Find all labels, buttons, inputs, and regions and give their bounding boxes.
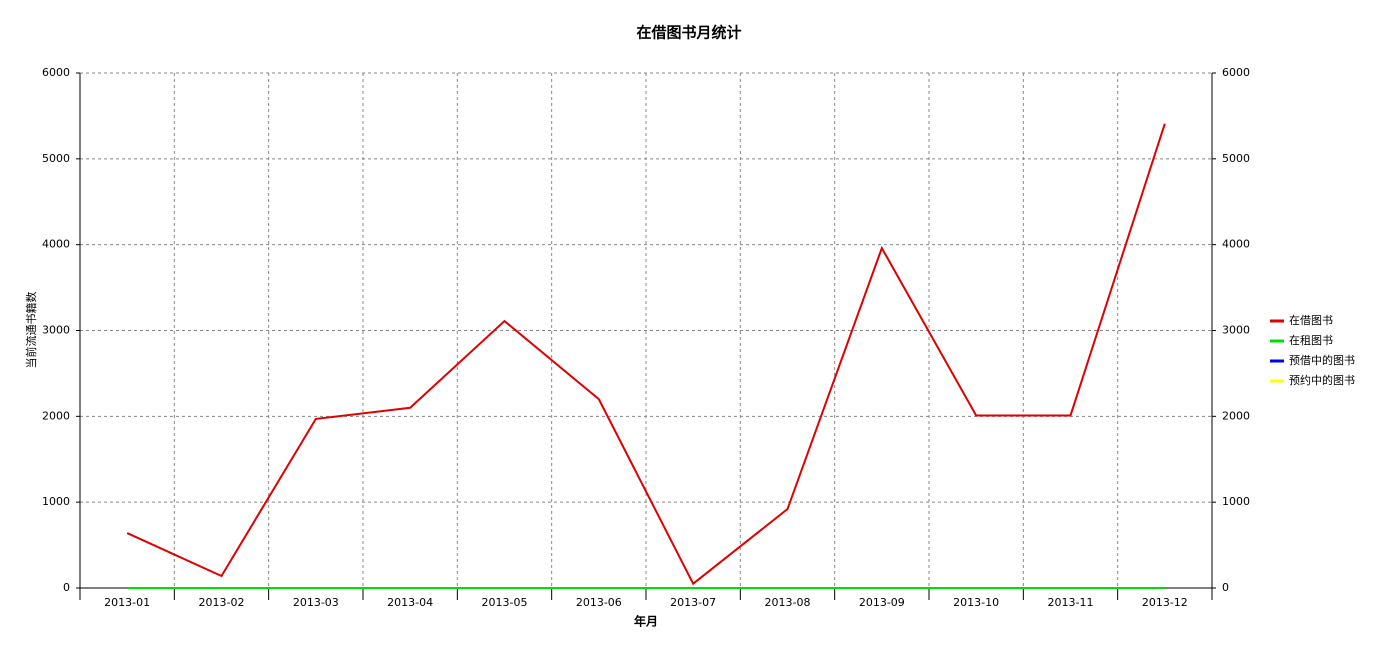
y2-tick-label: 4000 [1222,238,1250,251]
legend-label: 预约中的图书 [1289,373,1355,387]
x-tick-label: 2013-11 [1048,596,1094,609]
legend-label: 在租图书 [1289,334,1333,347]
legend-label: 预借中的图书 [1289,353,1355,367]
x-tick-label: 2013-07 [670,596,716,609]
y2-tick-label: 6000 [1222,66,1250,79]
x-tick-label: 2013-01 [104,596,150,609]
y2-tick-label: 3000 [1222,324,1250,337]
chart-title: 在借图书月统计 [636,24,741,42]
x-tick-label: 2013-12 [1142,596,1188,609]
y-tick-label: 1000 [42,495,70,508]
x-tick-label: 2013-06 [576,596,622,609]
y-tick-label: 0 [63,581,70,594]
x-tick-label: 2013-03 [293,596,339,609]
y-tick-label: 2000 [42,409,70,422]
y-tick-label: 4000 [42,238,70,251]
y2-tick-label: 2000 [1222,409,1250,422]
y2-tick-label: 5000 [1222,152,1250,165]
y2-tick-label: 0 [1222,581,1229,594]
y-axis-label: 当前流通书籍数 [24,292,38,369]
y-tick-label: 3000 [42,324,70,337]
y-tick-label: 6000 [42,66,70,79]
x-axis-label: 年月 [634,614,658,629]
y-tick-label: 5000 [42,152,70,165]
series-line [126,123,1166,586]
y2-tick-label: 1000 [1222,495,1250,508]
x-tick-label: 2013-05 [482,596,528,609]
x-tick-label: 2013-04 [387,596,433,609]
x-tick-label: 2013-02 [199,596,245,609]
legend-label: 在借图书 [1289,314,1333,327]
x-tick-label: 2013-09 [859,596,905,609]
x-tick-label: 2013-08 [765,596,811,609]
x-tick-label: 2013-10 [953,596,999,609]
